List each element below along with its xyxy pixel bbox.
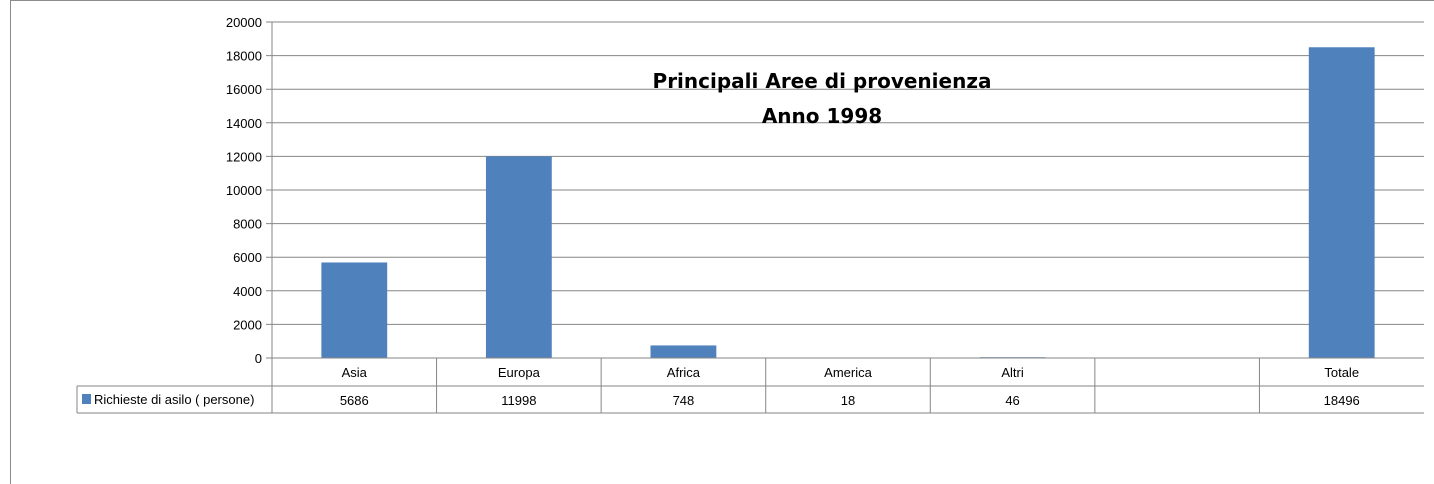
chart-frame: [10, 0, 1434, 484]
data-label: 5686: [340, 393, 369, 408]
y-tick-label: 14000: [226, 116, 262, 131]
x-category-label: Africa: [667, 365, 701, 380]
x-category-label: Totale: [1324, 365, 1359, 380]
x-category-label: Altri: [1001, 365, 1024, 380]
y-tick-label: 2000: [233, 317, 262, 332]
bar: [321, 262, 388, 358]
x-category-label: Asia: [342, 365, 368, 380]
x-category-label: Europa: [498, 365, 541, 380]
data-label: 18496: [1324, 393, 1360, 408]
y-tick-label: 6000: [233, 250, 262, 265]
legend-series-name: Richieste di asilo ( persone): [94, 392, 254, 407]
chart-title: Principali Aree di provenienza Anno 1998: [653, 69, 992, 128]
y-tick-label: 20000: [226, 15, 262, 30]
data-label: 11998: [501, 393, 536, 408]
chart-subtitle: Anno 1998: [762, 104, 882, 128]
data-label: 46: [1005, 393, 1019, 408]
bar: [650, 345, 717, 358]
data-label: 18: [841, 393, 855, 408]
y-tick-label: 12000: [226, 149, 262, 164]
bar: [485, 156, 552, 358]
legend-swatch: [82, 394, 91, 404]
y-tick-label: 8000: [233, 217, 262, 232]
y-tick-label: 10000: [226, 183, 262, 198]
y-tick-label: 18000: [226, 49, 262, 64]
axes: [271, 22, 1424, 413]
chart-title-line-1: Principali Aree di provenienza: [653, 69, 992, 93]
y-tick-label: 0: [255, 351, 262, 366]
data-label: 748: [673, 393, 695, 408]
x-category-label: America: [824, 365, 872, 380]
y-tick-label: 16000: [226, 82, 262, 97]
y-axis-ticks: 0 2000 4000 6000 8000 10000 12000 14000 16000 180…: [226, 15, 262, 366]
bars: [321, 47, 1375, 358]
y-tick-label: 4000: [233, 284, 262, 299]
bar: [1308, 47, 1375, 358]
data-table: Asia 5686 Europa 11998 Africa 748 America 18 Alt…: [76, 358, 1424, 414]
